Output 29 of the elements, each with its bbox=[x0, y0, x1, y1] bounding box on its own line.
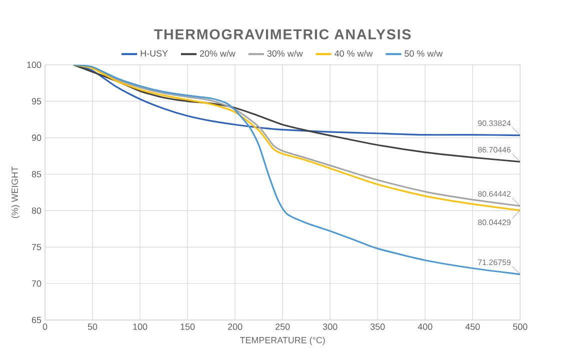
x-tick-label: 400 bbox=[418, 324, 432, 330]
x-axis-title: TEMPERATURE (°C) bbox=[240, 336, 325, 346]
legend-label: 20% w/w bbox=[200, 50, 236, 57]
legend-label: H-USY bbox=[140, 50, 168, 57]
x-tick-label: 450 bbox=[465, 324, 480, 330]
y-axis-title: (%) WEIGHT bbox=[11, 166, 20, 218]
x-tick-label: 0 bbox=[42, 324, 48, 330]
y-tick-label: 90 bbox=[32, 134, 42, 141]
chart-title: THERMOGRAVIMETRIC ANALYSIS bbox=[154, 29, 411, 40]
x-tick-label: 250 bbox=[276, 324, 290, 330]
y-tick-label: 85 bbox=[32, 171, 42, 178]
x-tick-label: 100 bbox=[133, 324, 148, 330]
x-tick-label: 500 bbox=[513, 324, 528, 330]
legend-label: 50 % w/w bbox=[404, 50, 443, 57]
x-tick-label: 300 bbox=[322, 324, 338, 330]
y-tick-label: 95 bbox=[32, 98, 42, 104]
x-tick-label: 350 bbox=[370, 324, 385, 330]
x-tick-label: 150 bbox=[180, 324, 195, 330]
y-tick-label: 75 bbox=[32, 244, 42, 250]
x-tick-label: 50 bbox=[88, 324, 98, 330]
y-tick-label: 100 bbox=[27, 62, 42, 68]
legend-label: 30% w/w bbox=[267, 50, 303, 57]
y-tick-label: 65 bbox=[32, 316, 42, 324]
line-series bbox=[72, 64, 520, 163]
y-tick-label: 70 bbox=[32, 280, 42, 287]
line-series bbox=[72, 64, 520, 276]
x-tick-label: 200 bbox=[228, 324, 242, 330]
y-tick-label: 80 bbox=[32, 207, 42, 214]
legend-label: 40 % w/w bbox=[334, 50, 373, 57]
